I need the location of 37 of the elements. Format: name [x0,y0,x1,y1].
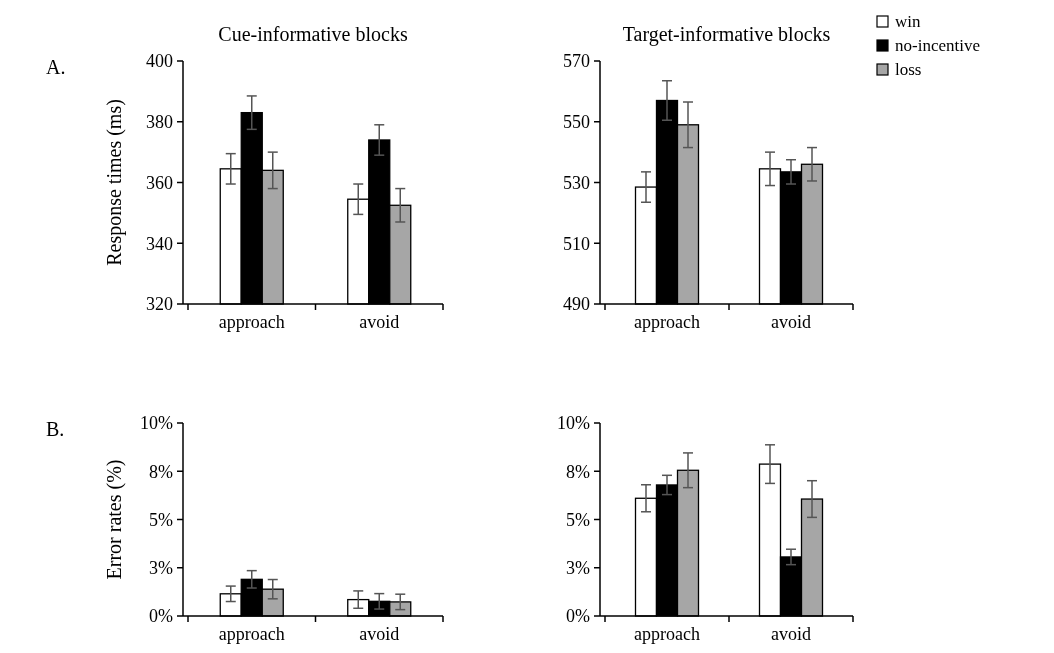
y-tick-label: 10% [140,413,173,434]
y-tick-label: 320 [146,294,173,315]
y-tick-label: 8% [149,461,173,482]
text: B. [46,418,65,440]
y-tick-label: 400 [146,51,173,72]
y-tick-label: 3% [149,558,173,579]
legend-label: loss [895,60,922,80]
x-tick-label: approach [218,312,285,332]
chart-title: Cue-informative blocks [218,23,408,45]
x-tick-label: avoid [771,312,811,332]
y-axis-title: Error rates (%) [103,459,126,580]
text: A. [46,56,66,78]
y-axis-title: Response times (ms) [103,99,126,266]
y-tick-label: 0% [149,606,173,627]
y-tick-label: 380 [146,112,173,133]
y-tick-label: 5% [149,509,173,530]
x-tick-label: avoid [359,624,400,644]
x-tick-label: avoid [359,312,400,332]
y-tick-label: 10% [557,413,590,434]
y-tick-label: 550 [563,112,590,133]
x-tick-label: approach [634,312,700,332]
y-tick-label: 0% [566,606,590,627]
y-tick-label: 5% [566,509,590,530]
y-tick-label: 360 [146,172,173,193]
y-tick-label: 490 [563,294,590,315]
y-tick-label: 8% [566,461,590,482]
y-tick-label: 340 [146,233,173,254]
y-tick-label: 570 [563,51,590,72]
x-tick-label: approach [634,624,700,644]
y-tick-label: 530 [563,172,590,193]
legend-label: win [895,12,921,32]
chart-title: Target-informative blocks [622,23,831,46]
legend-label: no-incentive [895,36,980,56]
x-tick-label: approach [218,624,285,644]
y-tick-label: 3% [566,558,590,579]
x-tick-label: avoid [771,624,811,644]
y-tick-label: 510 [563,233,590,254]
